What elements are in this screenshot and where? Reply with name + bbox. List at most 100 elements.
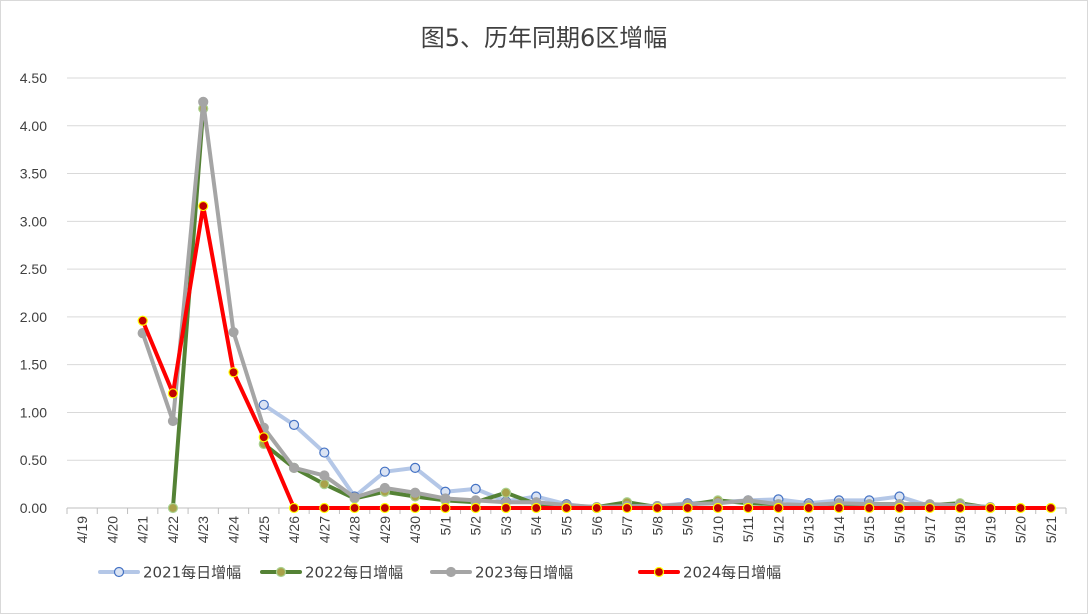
x-tick-label: 5/14 bbox=[831, 516, 847, 543]
data-point bbox=[743, 502, 754, 514]
x-tick-label: 5/6 bbox=[589, 516, 605, 536]
data-point bbox=[470, 502, 481, 514]
legend-item: 2023每日增幅 bbox=[430, 564, 573, 582]
data-point bbox=[288, 462, 300, 473]
x-tick-label: 5/13 bbox=[801, 516, 817, 543]
legend-marker bbox=[275, 566, 287, 578]
x-tick-label: 5/20 bbox=[1013, 516, 1029, 543]
data-point bbox=[379, 482, 390, 494]
data-point bbox=[167, 415, 179, 427]
data-point bbox=[288, 502, 300, 514]
data-point bbox=[410, 487, 421, 498]
x-tick-label: 4/22 bbox=[165, 516, 181, 543]
series-line bbox=[140, 204, 1053, 510]
data-point bbox=[531, 502, 542, 514]
legend-marker bbox=[113, 566, 125, 578]
x-axis-ticks: 4/19 4/20 4/21 4/22 4/23 4/24 4/25 4/26 4/27 4/28… bbox=[74, 516, 1059, 543]
x-tick-label: 5/15 bbox=[861, 516, 877, 543]
x-tick-label: 5/16 bbox=[892, 516, 908, 543]
y-tick-label: 2.00 bbox=[20, 309, 47, 325]
data-point bbox=[319, 447, 330, 458]
data-point bbox=[894, 502, 905, 514]
legend-label: 2022每日增幅 bbox=[305, 564, 403, 582]
x-tick-label: 4/21 bbox=[135, 516, 151, 543]
legend-label: 2024每日增幅 bbox=[683, 564, 781, 582]
data-point bbox=[319, 470, 330, 481]
x-tick-label: 4/29 bbox=[377, 516, 393, 543]
data-point bbox=[167, 388, 179, 399]
x-tick-label: 5/1 bbox=[437, 516, 453, 536]
series-3 bbox=[137, 96, 996, 513]
series-2 bbox=[167, 103, 996, 514]
data-point bbox=[349, 502, 360, 514]
data-point bbox=[440, 502, 451, 514]
data-point bbox=[228, 327, 239, 338]
x-tick-label: 5/11 bbox=[740, 516, 756, 542]
x-tick-label: 5/21 bbox=[1043, 516, 1059, 543]
x-tick-label: 4/23 bbox=[195, 516, 211, 543]
x-tick-label: 5/12 bbox=[770, 516, 786, 543]
y-tick-label: 0.00 bbox=[20, 500, 47, 516]
data-point bbox=[137, 315, 148, 326]
series-layer bbox=[137, 96, 1056, 514]
x-tick-label: 5/9 bbox=[680, 516, 696, 536]
data-point bbox=[319, 502, 330, 514]
data-point bbox=[864, 502, 875, 514]
x-tick-label: 4/30 bbox=[407, 516, 423, 543]
data-point bbox=[591, 502, 602, 514]
x-tick-label: 4/25 bbox=[256, 516, 272, 543]
x-tick-label: 4/28 bbox=[347, 516, 363, 543]
data-point bbox=[954, 502, 966, 514]
x-tick-label: 5/4 bbox=[528, 516, 544, 536]
data-point bbox=[773, 502, 784, 514]
data-point bbox=[258, 432, 269, 443]
legend-item: 2024每日增幅 bbox=[638, 564, 781, 582]
data-point bbox=[712, 502, 723, 514]
y-tick-label: 0.50 bbox=[20, 452, 47, 468]
y-tick-label: 1.00 bbox=[20, 404, 47, 420]
chart-title: 图5、历年同期6区增幅 bbox=[420, 24, 668, 52]
data-point bbox=[198, 96, 209, 107]
x-tick-label: 5/3 bbox=[498, 516, 514, 536]
y-tick-label: 3.00 bbox=[20, 213, 47, 229]
data-point bbox=[410, 462, 421, 473]
data-point bbox=[652, 502, 663, 514]
data-point bbox=[379, 466, 390, 477]
x-tick-label: 4/24 bbox=[226, 516, 242, 543]
y-tick-label: 2.50 bbox=[20, 261, 47, 277]
data-point bbox=[1015, 502, 1026, 514]
data-point bbox=[561, 502, 572, 514]
data-point bbox=[440, 493, 451, 504]
y-tick-label: 4.50 bbox=[20, 70, 47, 86]
x-tick-label: 5/8 bbox=[649, 516, 665, 536]
x-tick-label: 5/5 bbox=[559, 516, 575, 536]
legend-label: 2021每日增幅 bbox=[143, 564, 241, 582]
data-point bbox=[621, 502, 633, 514]
data-point bbox=[379, 502, 390, 514]
legend-marker bbox=[445, 566, 457, 578]
y-axis-ticks: 0.00 0.50 1.00 1.50 2.00 2.50 3.00 3.50 4.00 4.50 bbox=[20, 70, 47, 516]
data-point bbox=[288, 419, 300, 430]
data-point bbox=[410, 502, 421, 514]
data-point bbox=[198, 200, 209, 212]
x-tick-label: 4/19 bbox=[74, 516, 90, 543]
gridlines bbox=[66, 77, 1067, 514]
legend: 2021每日增幅 2022每日增幅 2023每日增幅 2024每日增幅 bbox=[98, 564, 781, 582]
legend-marker bbox=[653, 566, 665, 578]
data-point bbox=[500, 502, 512, 514]
x-tick-label: 4/26 bbox=[286, 516, 302, 543]
x-tick-label: 5/2 bbox=[468, 516, 484, 536]
x-tick-label: 4/20 bbox=[104, 516, 120, 543]
legend-item: 2022每日增幅 bbox=[260, 564, 403, 582]
y-tick-label: 4.00 bbox=[20, 118, 47, 134]
x-tick-label: 5/17 bbox=[922, 516, 938, 543]
x-tick-label: 5/18 bbox=[952, 516, 968, 543]
y-tick-label: 1.50 bbox=[20, 357, 47, 373]
series-4 bbox=[137, 200, 1056, 514]
x-tick-label: 5/19 bbox=[982, 516, 998, 543]
x-tick-label: 5/7 bbox=[619, 516, 635, 536]
data-point bbox=[349, 492, 360, 503]
data-point bbox=[985, 502, 996, 514]
